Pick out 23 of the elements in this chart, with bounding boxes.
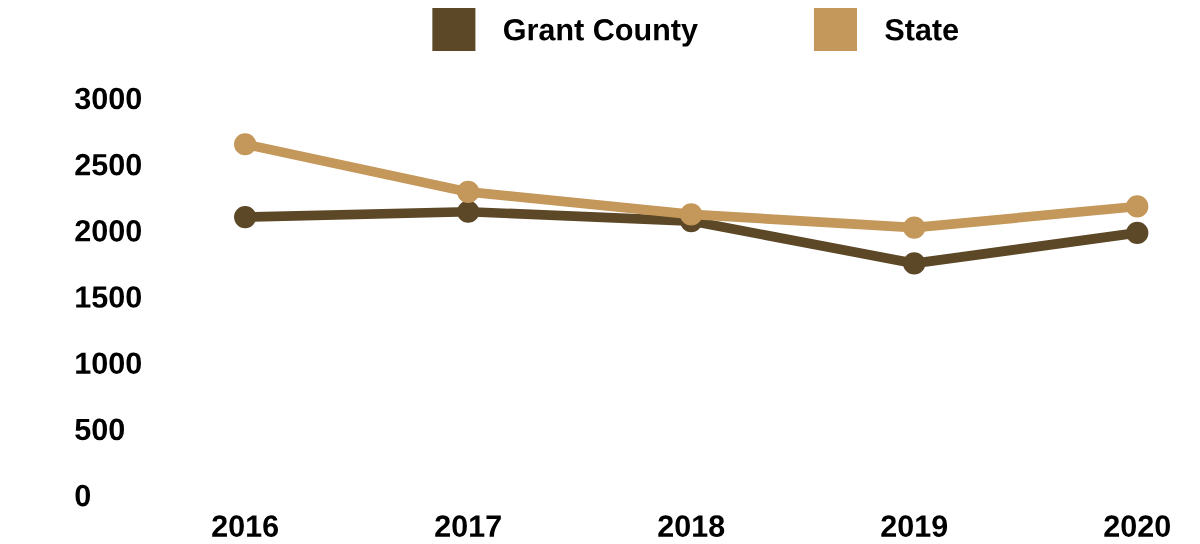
legend-label: State <box>885 18 959 41</box>
y-tick-label: 500 <box>75 418 125 441</box>
x-tick-label: 2016 <box>212 515 279 537</box>
point <box>903 216 926 239</box>
point <box>903 252 926 275</box>
point <box>457 200 480 223</box>
point <box>234 205 257 229</box>
point <box>457 180 480 204</box>
point <box>1126 195 1149 218</box>
x-tick-label: 2019 <box>881 515 948 537</box>
x-tick-label: 2017 <box>435 515 501 537</box>
y-tick-label: 1000 <box>76 352 141 375</box>
point <box>234 133 257 156</box>
point <box>1126 221 1149 245</box>
y-tick-label: 2000 <box>75 220 141 242</box>
point <box>680 203 703 226</box>
y-tick-label: 2500 <box>75 153 141 176</box>
y-tick-label: 0 <box>75 484 91 507</box>
x-tick-label: 2018 <box>658 515 725 537</box>
x-tick-label: 2020 <box>1104 515 1170 537</box>
y-tick-label: 1500 <box>76 286 141 308</box>
legend-label: Grant County <box>504 18 698 47</box>
y-tick-label: 3000 <box>74 87 141 110</box>
